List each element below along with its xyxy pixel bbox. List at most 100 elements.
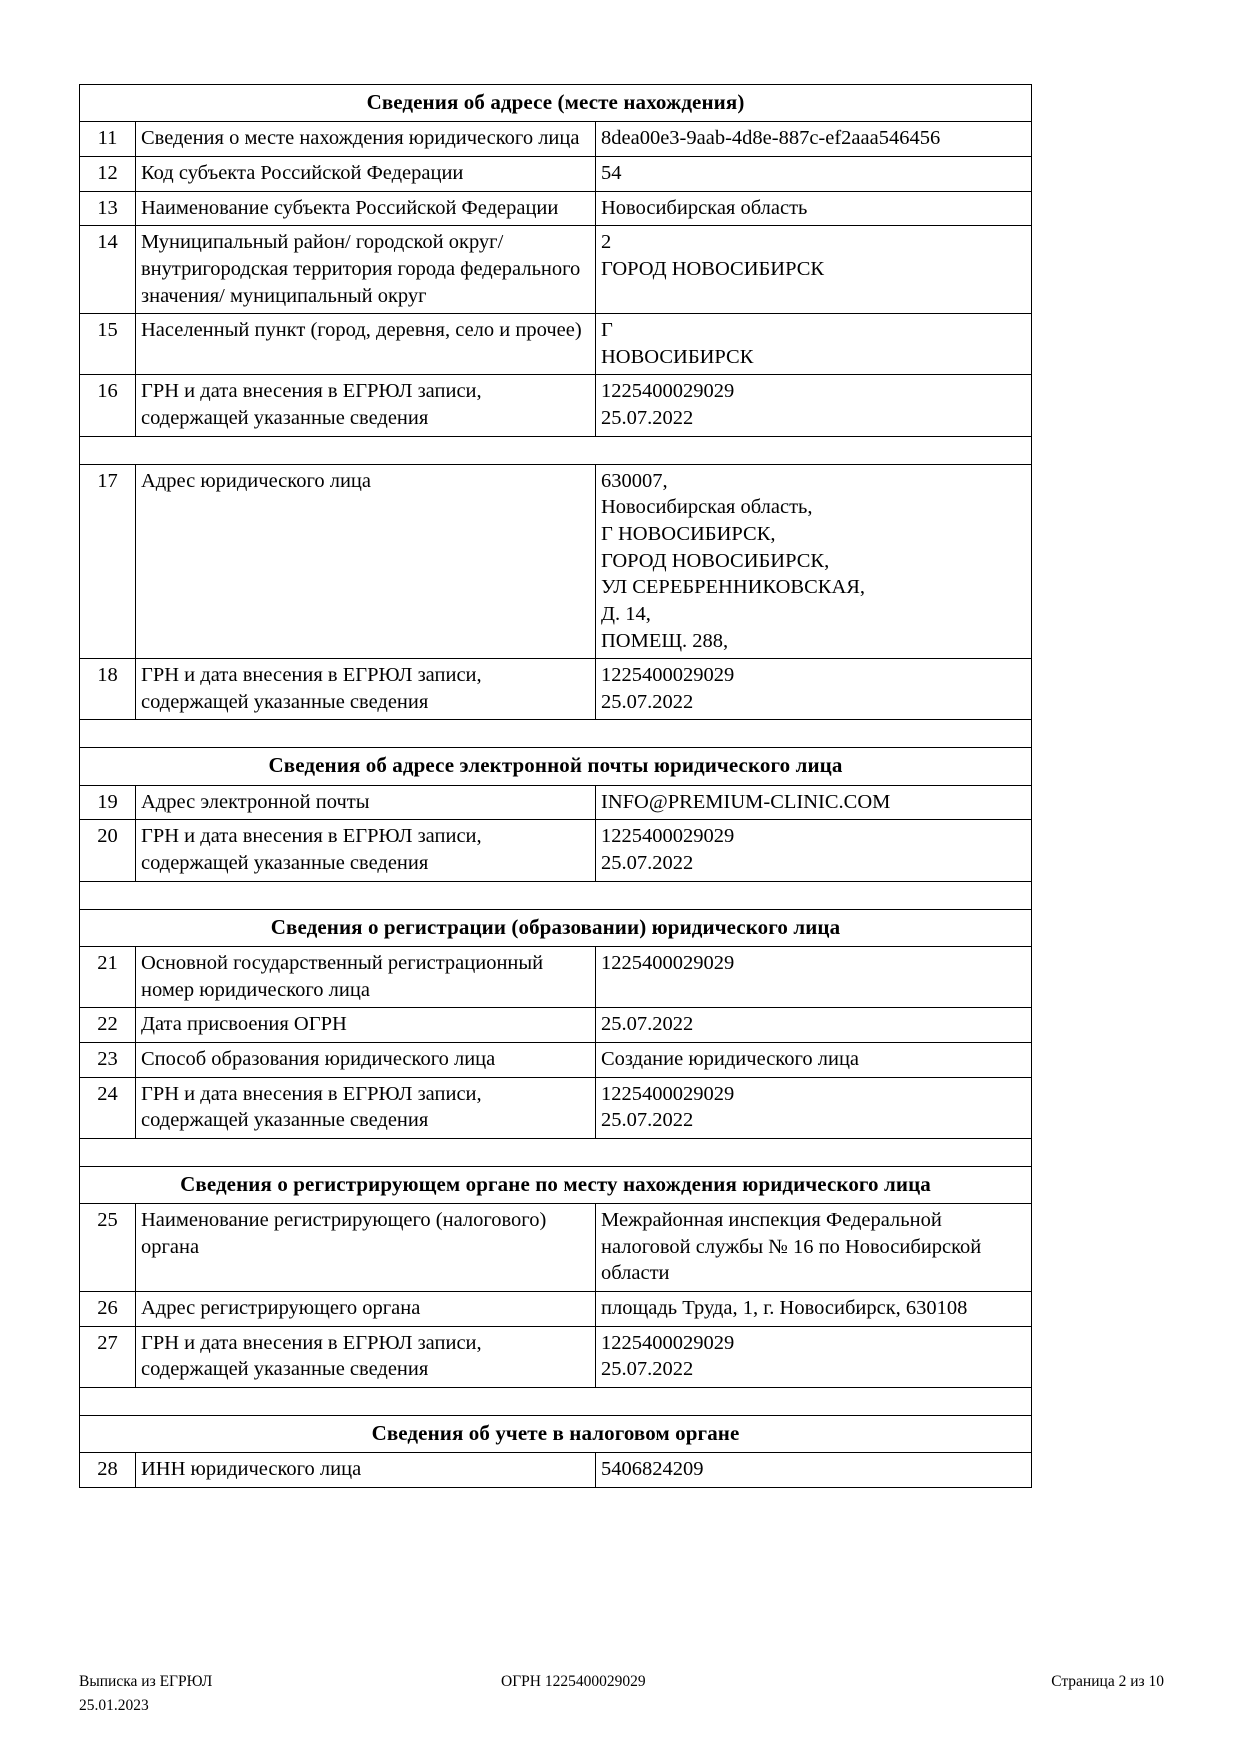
footer-date: 25.01.2023 — [79, 1697, 149, 1714]
footer-row: Выписка из ЕГРЮЛ ОГРН 1225400029029 Стра… — [79, 1672, 1164, 1694]
table-row: 14 Муниципальный район/ городской округ/… — [79, 225, 1032, 315]
row-label: Адрес юридического лица — [135, 463, 596, 660]
row-number: 13 — [79, 190, 136, 227]
row-label: Основной государственный регистрационный… — [135, 945, 596, 1009]
row-number: 12 — [79, 155, 136, 192]
row-label: ГРН и дата внесения в ЕГРЮЛ записи, соде… — [135, 819, 596, 882]
row-number: 27 — [79, 1325, 136, 1388]
table-row: 28 ИНН юридического лица 5406824209 — [79, 1452, 1032, 1488]
row-number: 15 — [79, 313, 136, 376]
row-value: 1225400029029 25.07.2022 — [595, 374, 1032, 437]
table-row: 11 Сведения о месте нахождения юридическ… — [79, 121, 1032, 157]
row-value: площадь Труда, 1, г. Новосибирск, 630108 — [595, 1291, 1032, 1327]
row-number: 24 — [79, 1076, 136, 1139]
table-row: 12 Код субъекта Российской Федерации 54 — [79, 155, 1032, 192]
row-value: Новосибирская область — [595, 190, 1032, 227]
row-label: Населенный пункт (город, деревня, село и… — [135, 313, 596, 376]
table-row: 22 Дата присвоения ОГРН 25.07.2022 — [79, 1007, 1032, 1043]
row-value: Межрайонная инспекция Федеральной налого… — [595, 1203, 1032, 1293]
row-value: 1225400029029 25.07.2022 — [595, 1076, 1032, 1139]
table-row: 24 ГРН и дата внесения в ЕГРЮЛ записи, с… — [79, 1076, 1032, 1139]
section-title: Сведения об адресе (месте нахождения) — [79, 83, 1032, 123]
row-number: 28 — [79, 1452, 136, 1488]
spacer-cell — [79, 1386, 1032, 1416]
egrul-data-table: Сведения об адресе (месте нахождения) 11… — [79, 83, 1032, 1488]
spacer-cell — [79, 880, 1032, 910]
table-row: 26 Адрес регистрирующего органа площадь … — [79, 1291, 1032, 1327]
table-row: 18 ГРН и дата внесения в ЕГРЮЛ записи, с… — [79, 658, 1032, 721]
section-spacer — [79, 1386, 1032, 1416]
table-row: 19 Адрес электронной почты INFO@PREMIUM-… — [79, 784, 1032, 821]
row-label: Сведения о месте нахождения юридического… — [135, 121, 596, 157]
row-value: 25.07.2022 — [595, 1007, 1032, 1043]
row-number: 22 — [79, 1007, 136, 1043]
row-value: 1225400029029 25.07.2022 — [595, 819, 1032, 882]
section-spacer — [79, 435, 1032, 465]
row-value: 5406824209 — [595, 1452, 1032, 1488]
section-spacer — [79, 880, 1032, 910]
row-number: 11 — [79, 121, 136, 157]
row-value: 8dea00e3-9aab-4d8e-887c-ef2aaa546456 — [595, 121, 1032, 157]
spacer-cell — [79, 1137, 1032, 1167]
row-number: 23 — [79, 1041, 136, 1078]
row-number: 14 — [79, 225, 136, 315]
row-label: ГРН и дата внесения в ЕГРЮЛ записи, соде… — [135, 374, 596, 437]
section-title: Сведения о регистрации (образовании) юри… — [79, 908, 1032, 947]
row-number: 26 — [79, 1291, 136, 1327]
row-label: ИНН юридического лица — [135, 1452, 596, 1488]
row-label: Код субъекта Российской Федерации — [135, 155, 596, 192]
page-footer: Выписка из ЕГРЮЛ ОГРН 1225400029029 Стра… — [79, 1672, 1164, 1714]
row-label: Адрес регистрирующего органа — [135, 1291, 596, 1327]
row-value: 1225400029029 25.07.2022 — [595, 658, 1032, 721]
footer-page-number: Страница 2 из 10 — [1051, 1673, 1164, 1690]
row-value: Создание юридического лица — [595, 1041, 1032, 1078]
table-row: 16 ГРН и дата внесения в ЕГРЮЛ записи, с… — [79, 374, 1032, 437]
footer-document-type: Выписка из ЕГРЮЛ — [79, 1673, 213, 1690]
section-title: Сведения об адресе электронной почты юри… — [79, 747, 1032, 786]
row-number: 18 — [79, 658, 136, 721]
spacer-cell — [79, 435, 1032, 465]
section-header-address: Сведения об адресе (месте нахождения) — [79, 83, 1032, 123]
section-header-registering-body: Сведения о регистрирующем органе по мест… — [79, 1165, 1032, 1205]
table-row: 25 Наименование регистрирующего (налогов… — [79, 1203, 1032, 1293]
row-number: 21 — [79, 945, 136, 1009]
section-header-registration: Сведения о регистрации (образовании) юри… — [79, 908, 1032, 947]
row-label: Способ образования юридического лица — [135, 1041, 596, 1078]
table-row: 23 Способ образования юридического лица … — [79, 1041, 1032, 1078]
row-number: 25 — [79, 1203, 136, 1293]
section-spacer — [79, 719, 1032, 749]
row-number: 19 — [79, 784, 136, 821]
row-number: 16 — [79, 374, 136, 437]
row-label: Адрес электронной почты — [135, 784, 596, 821]
row-number: 17 — [79, 463, 136, 660]
row-label: Наименование субъекта Российской Федерац… — [135, 190, 596, 227]
table-row: 27 ГРН и дата внесения в ЕГРЮЛ записи, с… — [79, 1325, 1032, 1388]
row-value: 630007, Новосибирская область, Г НОВОСИБ… — [595, 463, 1032, 660]
section-spacer — [79, 1137, 1032, 1167]
row-label: Муниципальный район/ городской округ/ вн… — [135, 225, 596, 315]
row-label: ГРН и дата внесения в ЕГРЮЛ записи, соде… — [135, 1325, 596, 1388]
row-label: ГРН и дата внесения в ЕГРЮЛ записи, соде… — [135, 1076, 596, 1139]
row-value: 1225400029029 25.07.2022 — [595, 1325, 1032, 1388]
footer-ogrn: ОГРН 1225400029029 — [501, 1673, 646, 1690]
table-row: 21 Основной государственный регистрацион… — [79, 945, 1032, 1009]
row-label: ГРН и дата внесения в ЕГРЮЛ записи, соде… — [135, 658, 596, 721]
table-row: 20 ГРН и дата внесения в ЕГРЮЛ записи, с… — [79, 819, 1032, 882]
table-row: 17 Адрес юридического лица 630007, Новос… — [79, 463, 1032, 660]
section-header-tax-registration: Сведения об учете в налоговом органе — [79, 1414, 1032, 1454]
table-row: 13 Наименование субъекта Российской Феде… — [79, 190, 1032, 227]
row-value: Г НОВОСИБИРСК — [595, 313, 1032, 376]
row-value: 1225400029029 — [595, 945, 1032, 1009]
spacer-cell — [79, 719, 1032, 749]
row-label: Наименование регистрирующего (налогового… — [135, 1203, 596, 1293]
table-row: 15 Населенный пункт (город, деревня, сел… — [79, 313, 1032, 376]
row-value: 54 — [595, 155, 1032, 192]
row-value: INFO@PREMIUM-CLINIC.COM — [595, 784, 1032, 821]
row-value: 2 ГОРОД НОВОСИБИРСК — [595, 225, 1032, 315]
section-title: Сведения о регистрирующем органе по мест… — [79, 1165, 1032, 1205]
section-title: Сведения об учете в налоговом органе — [79, 1414, 1032, 1454]
section-header-email: Сведения об адресе электронной почты юри… — [79, 747, 1032, 786]
row-label: Дата присвоения ОГРН — [135, 1007, 596, 1043]
row-number: 20 — [79, 819, 136, 882]
